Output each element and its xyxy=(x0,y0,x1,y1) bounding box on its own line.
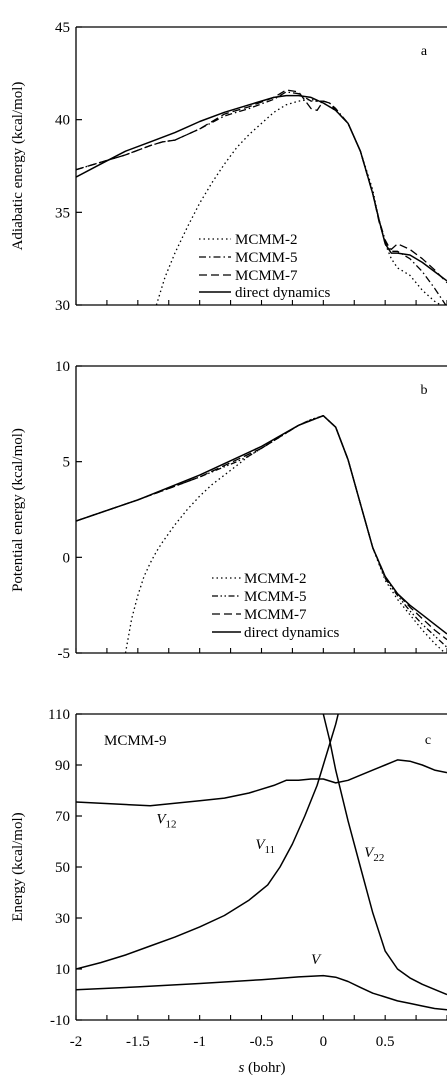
panel-b-ytick-label: 0 xyxy=(63,550,71,566)
panel-c-title: MCMM-9 xyxy=(104,733,167,749)
panel-a-ytick-label: 30 xyxy=(55,298,70,314)
panel-c-xtick-label: -0.5 xyxy=(250,1034,274,1050)
panel-c-series-v12 xyxy=(76,760,447,806)
panel-c-letter: c xyxy=(425,733,431,748)
legend-a-label-direct: direct dynamics xyxy=(235,285,331,301)
panel-c-ytick-label: 10 xyxy=(55,962,70,978)
panel-c-series-v xyxy=(76,976,447,1010)
panel-c-ytick-label: 70 xyxy=(55,809,70,825)
panel-c-series-v11 xyxy=(76,714,338,969)
panel-a-ytick-label: 40 xyxy=(55,113,70,129)
panel-c: c MCMM-9 Energy (kcal/mol) s (bohr) -101… xyxy=(10,707,447,1076)
panel-a-ytick-label: 35 xyxy=(55,205,70,221)
panel-c-xtick-label: 0.5 xyxy=(376,1034,395,1050)
panel-c-series-v22 xyxy=(323,714,447,995)
panel-c-curve-labels: V12 V11 V22 V xyxy=(156,812,384,968)
panel-c-xtick-label: -1.5 xyxy=(126,1034,150,1050)
panel-a-ytick-label: 45 xyxy=(55,20,70,36)
panel-c-ticks: -10 10 30 50 70 90 110 -2 -1.5 -1 -0.5 0 0.5 xyxy=(48,707,447,1050)
panel-c-ylabel: Energy (kcal/mol) xyxy=(10,812,26,921)
panel-c-xlabel: s (bohr) xyxy=(238,1060,285,1076)
legend-b-label-mcmm5: MCMM-5 xyxy=(244,589,307,605)
curve-label-v11: V11 xyxy=(255,837,275,856)
panel-a-ylabel: Adiabatic energy (kcal/mol) xyxy=(10,82,26,251)
panel-c-xtick-label: -2 xyxy=(70,1034,83,1050)
panel-a: a Adiabatic energy (kcal/mol) 30 35 40 45 M… xyxy=(10,20,447,314)
panel-b-ytick-label: -5 xyxy=(58,646,71,662)
panel-c-xtick-label: 0 xyxy=(320,1034,328,1050)
panel-c-ytick-label: 110 xyxy=(48,707,70,723)
curve-label-v12: V12 xyxy=(156,812,176,831)
legend-b-label-mcmm2: MCMM-2 xyxy=(244,571,307,587)
panel-c-ytick-label: 30 xyxy=(55,911,70,927)
panel-b-ytick-label: 5 xyxy=(63,455,71,471)
panel-b-series-mcmm-7 xyxy=(76,416,447,640)
legend-b-label-direct: direct dynamics xyxy=(244,625,340,641)
panel-a-legend: MCMM-2 MCMM-5 MCMM-7 direct dynamics xyxy=(199,232,331,301)
legend-a-label-mcmm5: MCMM-5 xyxy=(235,250,298,266)
legend-a-label-mcmm7: MCMM-7 xyxy=(235,268,298,284)
panel-c-xtick-label: -1 xyxy=(193,1034,206,1050)
panel-b-ytick-label: 10 xyxy=(55,359,70,375)
panel-c-ytick-label: 90 xyxy=(55,758,70,774)
panel-c-ytick-label: 50 xyxy=(55,860,70,876)
legend-b-label-mcmm7: MCMM-7 xyxy=(244,607,307,623)
panel-c-ytick-label: -10 xyxy=(50,1013,70,1029)
panel-b: b Potential energy (kcal/mol) -5 0 5 10 MCM… xyxy=(10,359,447,662)
panel-a-series-mcmm-2 xyxy=(156,99,447,308)
panel-b-legend: MCMM-2 MCMM-5 MCMM-7 direct dynamics xyxy=(212,571,340,641)
panel-c-curves xyxy=(76,714,447,1010)
panel-a-letter: a xyxy=(421,44,428,59)
panel-b-letter: b xyxy=(421,383,428,398)
legend-a-label-mcmm2: MCMM-2 xyxy=(235,232,298,248)
curve-label-v22: V22 xyxy=(364,845,384,864)
curve-label-v: V xyxy=(311,952,322,968)
panel-b-ylabel: Potential energy (kcal/mol) xyxy=(10,428,26,592)
